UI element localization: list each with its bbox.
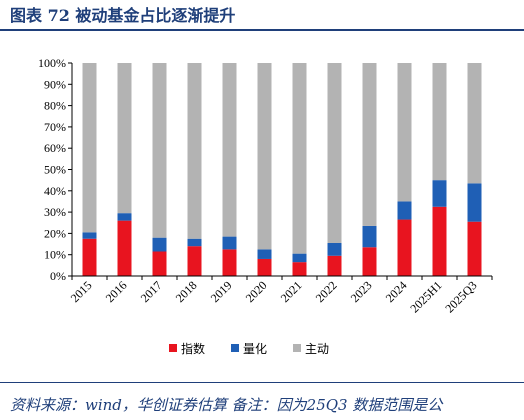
stacked-bar-chart: 0%10%20%30%40%50%60%70%80%90%100% 2015 20… (38, 56, 493, 356)
x-tick-label: 2022 (313, 278, 340, 305)
y-tick-label: 50% (44, 163, 66, 177)
y-tick-label: 90% (44, 77, 66, 91)
bar-segment-quant (362, 225, 377, 248)
x-tick-label: 2019 (208, 278, 235, 305)
bar-segment-active (117, 63, 132, 214)
x-tick-label: 2018 (173, 278, 200, 305)
bar-segment-index (362, 247, 377, 276)
legend-swatch-index (169, 344, 177, 352)
bar-segment-quant (152, 237, 167, 252)
bar-segment-quant (327, 242, 342, 256)
bar-segment-quant (397, 201, 412, 220)
bar-segment-quant (292, 253, 307, 263)
bar-segment-quant (257, 249, 272, 259)
bar-segment-active (187, 63, 202, 239)
bar-segment-index (222, 249, 237, 276)
page-title: 图表 72 被动基金占比逐渐提升 (10, 6, 236, 25)
legend-swatch-active (293, 344, 301, 352)
footer-rule (0, 382, 524, 383)
y-tick-label: 80% (44, 99, 66, 113)
bar-segment-active (397, 63, 412, 202)
bar-segment-active (467, 63, 482, 184)
bars (82, 63, 482, 276)
y-tick-label: 60% (44, 141, 66, 155)
x-tick-label: 2025H1 (407, 278, 444, 315)
bar-segment-quant (117, 213, 132, 221)
bar-segment-index (432, 206, 447, 276)
x-tick-label: 2017 (138, 278, 165, 305)
x-tick-label: 2021 (278, 278, 305, 305)
x-tick-label: 2020 (243, 278, 270, 305)
bar-segment-index (82, 238, 97, 276)
x-tick-label: 2025Q3 (442, 278, 479, 315)
y-axis: 0% 10% 20% 30% 40% 50% 60% 70% 80% 90% 100% (38, 56, 73, 283)
bar-segment-index (327, 255, 342, 276)
y-tick-label: 40% (44, 184, 66, 198)
bar-segment-quant (222, 236, 237, 250)
y-tick-label: 100% (38, 56, 66, 70)
x-tick-label: 2015 (68, 278, 95, 305)
bar-segment-quant (432, 180, 447, 207)
y-tick-label: 0% (50, 269, 66, 283)
bar-segment-active (362, 63, 377, 226)
legend-label: 主动 (305, 342, 329, 356)
bar-segment-active (257, 63, 272, 250)
bar-segment-index (152, 251, 167, 276)
x-tick-label: 2024 (383, 278, 410, 305)
legend-label: 量化 (243, 342, 267, 356)
legend-label: 指数 (181, 341, 205, 356)
y-tick-label: 10% (44, 248, 66, 262)
x-tick-label: 2016 (103, 278, 130, 305)
bar-segment-index (397, 219, 412, 276)
legend: 指数 量化 主动 (169, 341, 329, 356)
bar-segment-active (292, 63, 307, 254)
bar-segment-index (117, 220, 132, 276)
bar-segment-active (327, 63, 342, 243)
bar-segment-index (292, 262, 307, 276)
bar-segment-active (432, 63, 447, 181)
bar-segment-active (82, 63, 97, 233)
x-tick-label: 2023 (348, 278, 375, 305)
x-axis: 2015 2016 2017 2018 2019 2020 2021 2022 2023 2024… (68, 275, 493, 315)
source-note: 资料来源：wind，华创证券估算 备注：因为25Q3 数据范围是公 (10, 396, 443, 414)
y-tick-label: 20% (44, 226, 66, 240)
legend-swatch-quant (231, 344, 239, 352)
bar-segment-index (257, 258, 272, 276)
bar-segment-quant (82, 232, 97, 239)
bar-segment-index (187, 246, 202, 276)
y-tick-label: 30% (44, 205, 66, 219)
bar-segment-quant (467, 183, 482, 222)
title-rule (0, 29, 524, 31)
bar-segment-active (152, 63, 167, 238)
bar-segment-quant (187, 238, 202, 247)
bar-segment-index (467, 221, 482, 276)
bar-segment-active (222, 63, 237, 237)
y-tick-label: 70% (44, 120, 66, 134)
